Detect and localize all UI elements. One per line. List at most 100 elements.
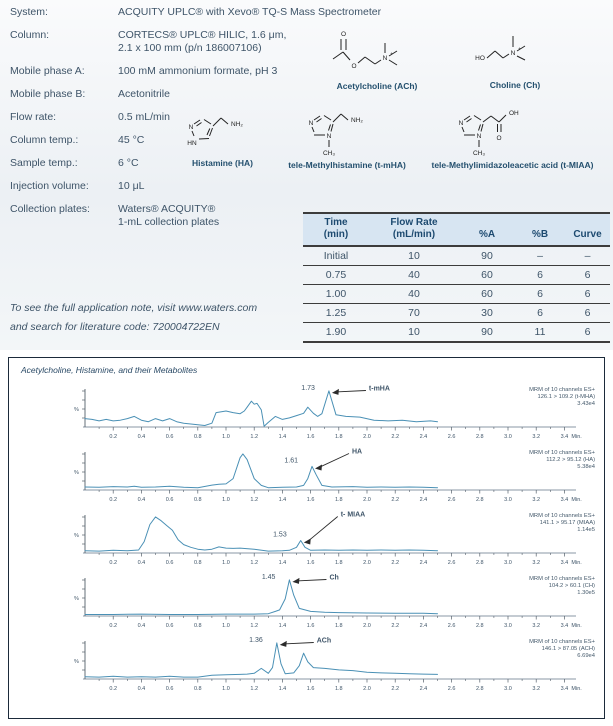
histamine-skeletal-icon: N HN NH₂: [187, 117, 243, 147]
svg-text:1.6: 1.6: [307, 623, 315, 629]
tele-methylhistamine-structure: N N NH₂ CH₃ tele-Methylhistamine (t-mHA): [282, 96, 412, 170]
svg-text:1.0: 1.0: [222, 623, 230, 629]
traces: % 0.2 0.4 0.6 0.8 1.0 1.2 1.4 1.6 1.8 2.0 2.2 2.4 2.6…: [10, 381, 602, 696]
table-row: 1.00 40 60 6 6: [303, 284, 610, 304]
table-row: 0.75 40 60 6 6: [303, 265, 610, 285]
svg-text:+: +: [390, 51, 393, 56]
svg-text:0.8: 0.8: [194, 560, 202, 566]
svg-text:5.38e4: 5.38e4: [577, 464, 596, 470]
svg-text:1.2: 1.2: [250, 560, 258, 566]
svg-text:N: N: [382, 55, 387, 62]
table-cell: 6: [515, 303, 565, 323]
svg-text:ACh: ACh: [317, 638, 331, 645]
svg-text:3.4: 3.4: [561, 560, 569, 566]
chromatogram-trace-Ch: % 0.2 0.4 0.6 0.8 1.0 1.2 1.4 1.6 1.8 2.0 2.2 2.4 2.6…: [10, 570, 602, 633]
table-cell: 1.90: [325, 326, 347, 338]
param-row: System: ACQUITY UPLC® with Xevo® TQ-S Mas…: [10, 6, 480, 19]
svg-text:0.2: 0.2: [109, 434, 117, 440]
svg-text:0.8: 0.8: [194, 686, 202, 692]
svg-text:0.4: 0.4: [138, 497, 146, 503]
trace-plot: % 0.2 0.4 0.6 0.8 1.0 1.2 1.4 1.6 1.8 2.0 2.2 2.4 2.6…: [74, 385, 596, 440]
svg-text:3.4: 3.4: [561, 623, 569, 629]
svg-text:146.1 > 87.05 (ACH): 146.1 > 87.05 (ACH): [542, 646, 595, 652]
table-row: 1.90 10 90 11 6: [303, 323, 610, 343]
table-cell: 1.00: [303, 284, 369, 304]
svg-text:0.6: 0.6: [166, 623, 174, 629]
svg-text:2.0: 2.0: [363, 497, 371, 503]
param-label: Flow rate:: [10, 111, 57, 123]
svg-text:MRM of 10 channels ES+: MRM of 10 channels ES+: [529, 450, 596, 456]
svg-text:N: N: [459, 120, 464, 127]
svg-text:1.6: 1.6: [307, 434, 315, 440]
chromatogram-title: Acetylcholine, Histamine, and their Meta…: [21, 365, 198, 375]
svg-text:126.1 > 109.2 (t-MHA): 126.1 > 109.2 (t-MHA): [537, 394, 595, 400]
svg-text:1.8: 1.8: [335, 497, 343, 503]
svg-text:3.0: 3.0: [504, 434, 512, 440]
param-value: ACQUITY UPLC® with Xevo® TQ-S Mass Spect…: [118, 6, 382, 18]
svg-text:1.0: 1.0: [222, 686, 230, 692]
svg-text:0.2: 0.2: [109, 686, 117, 692]
param-label: Injection volume:: [10, 180, 89, 192]
chromatogram-trace-t-mHA: % 0.2 0.4 0.6 0.8 1.0 1.2 1.4 1.6 1.8 2.0 2.2 2.4 2.6…: [10, 381, 602, 444]
svg-text:CH₃: CH₃: [322, 150, 334, 157]
table-cell: 11: [534, 326, 546, 338]
svg-text:1.2: 1.2: [250, 497, 258, 503]
table-cell: 6: [565, 303, 610, 323]
table-cell: 6: [515, 265, 565, 285]
spec-section: System: ACQUITY UPLC® with Xevo® TQ-S Mas…: [0, 0, 613, 350]
svg-text:1.30e5: 1.30e5: [577, 590, 595, 596]
svg-text:0.6: 0.6: [166, 686, 174, 692]
param-label: Mobile phase B:: [10, 88, 86, 100]
trace-plot: % 0.2 0.4 0.6 0.8 1.0 1.2 1.4 1.6 1.8 2.0 2.2 2.4 2.6…: [74, 574, 596, 629]
system-parameters: System: ACQUITY UPLC® with Xevo® TQ-S Mas…: [10, 6, 480, 239]
param-value: 0.5 mL/min: [118, 111, 170, 123]
svg-text:0.6: 0.6: [166, 560, 174, 566]
param-row: Mobile phase A: 100 mM ammonium formate, …: [10, 65, 480, 78]
svg-text:3.2: 3.2: [532, 686, 540, 692]
param-label: Column:: [10, 29, 50, 41]
svg-text:O: O: [351, 63, 356, 70]
t-miaa-skeletal-icon: N N OH O CH₃: [459, 110, 519, 157]
acetylcholine-skeletal-icon: O O N +: [332, 31, 397, 70]
svg-text:1.4: 1.4: [279, 686, 287, 692]
param-label: Mobile phase A:: [10, 65, 85, 77]
svg-text:0.6: 0.6: [166, 434, 174, 440]
param-row: Mobile phase B: Acetonitrile: [10, 88, 480, 101]
svg-text:0.2: 0.2: [109, 497, 117, 503]
tele-methylimidazoleacetic-acid-structure: N N OH O CH₃ tele-Methylimidazoleacetic …: [425, 96, 600, 170]
svg-text:1.61: 1.61: [284, 457, 298, 464]
svg-text:%: %: [74, 533, 79, 539]
svg-text:0.4: 0.4: [138, 623, 146, 629]
svg-text:+: +: [518, 46, 521, 51]
svg-text:Min.: Min.: [571, 560, 582, 566]
table-cell: 6: [515, 284, 565, 304]
svg-text:NH₂: NH₂: [351, 117, 363, 124]
trace-plot: % 0.2 0.4 0.6 0.8 1.0 1.2 1.4 1.6 1.8 2.0 2.2 2.4 2.6…: [74, 637, 596, 692]
param-value: Acetonitrile: [118, 88, 170, 100]
column-header: %A: [459, 213, 515, 247]
svg-text:2.4: 2.4: [420, 497, 428, 503]
table-cell: 40: [369, 284, 459, 304]
svg-text:2.2: 2.2: [391, 434, 399, 440]
table-cell: 1.25: [303, 303, 369, 323]
choline-structure: HO N + Choline (Ch): [460, 28, 570, 90]
note-line: To see the full application note, visit …: [10, 302, 258, 314]
svg-text:1.4: 1.4: [279, 623, 287, 629]
svg-text:1.6: 1.6: [307, 497, 315, 503]
param-value: 10 μL: [118, 180, 145, 192]
gradient-table-header-row: Time (min) Flow Rate (mL/min) %A %B Curv…: [303, 213, 610, 247]
svg-text:112.2 > 95.12 (HA): 112.2 > 95.12 (HA): [546, 457, 595, 463]
svg-text:2.2: 2.2: [391, 497, 399, 503]
param-row: Column: CORTECS® UPLC® HILIC, 1.6 μm, 2.1…: [10, 29, 480, 55]
svg-text:MRM of 10 channels ES+: MRM of 10 channels ES+: [529, 576, 596, 582]
param-row: Injection volume: 10 μL: [10, 180, 480, 193]
svg-text:1.2: 1.2: [250, 434, 258, 440]
svg-text:1.53: 1.53: [273, 531, 287, 538]
table-row: Initial 10 90– –: [303, 246, 610, 266]
svg-text:N: N: [189, 124, 194, 131]
svg-text:3.4: 3.4: [561, 497, 569, 503]
table-cell: –: [565, 246, 610, 266]
svg-text:1.0: 1.0: [222, 434, 230, 440]
svg-text:1.36: 1.36: [249, 637, 263, 644]
svg-text:0.8: 0.8: [194, 434, 202, 440]
